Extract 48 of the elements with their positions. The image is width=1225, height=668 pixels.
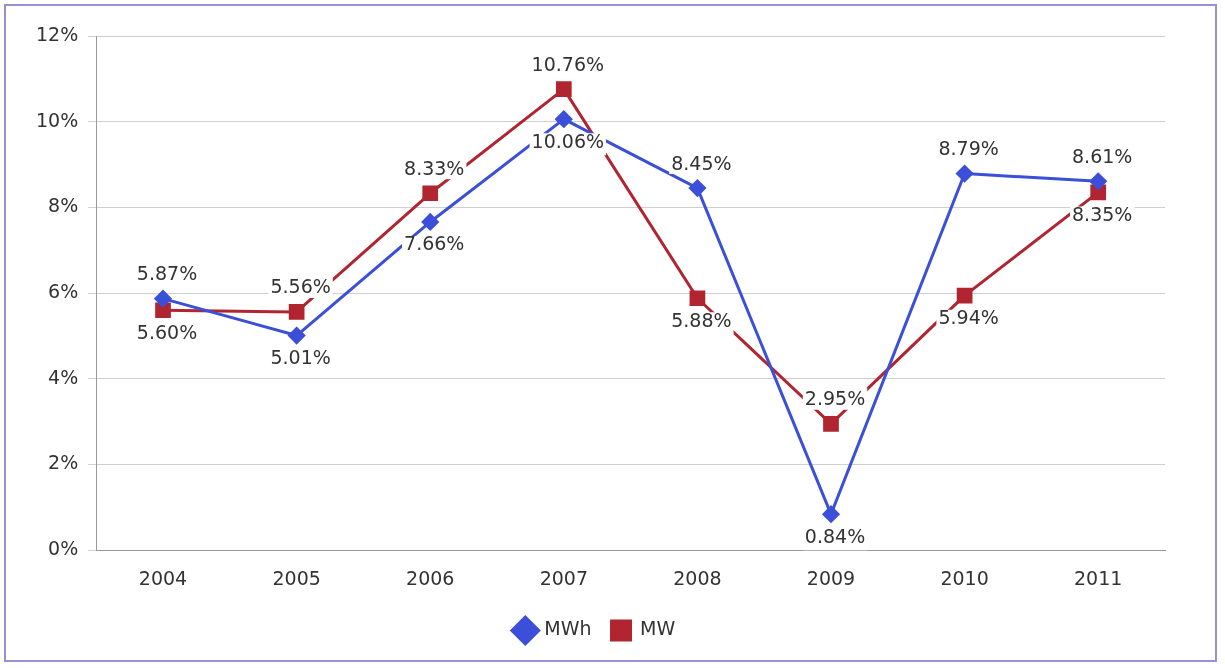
data-label: 8.61%: [1072, 144, 1133, 167]
data-label: 5.94%: [938, 306, 999, 329]
point: [154, 290, 172, 308]
data-label: 10.76%: [531, 52, 605, 75]
y-tick-label: 6%: [48, 280, 79, 303]
data-label: 2.95%: [804, 387, 866, 410]
point: [288, 327, 306, 345]
y-tick-label: 2%: [48, 451, 79, 474]
x-tick-label: 2010: [940, 566, 989, 589]
legend-label: MWh: [544, 617, 592, 640]
data-label: 8.79%: [938, 136, 999, 159]
x-tick-label: 2004: [138, 566, 188, 589]
x-tick-label: 2007: [539, 566, 588, 589]
data-label: 8.45%: [671, 151, 732, 174]
point: [688, 179, 706, 197]
data-label: 5.60%: [136, 320, 198, 343]
point: [421, 213, 439, 231]
data-label: 5.01%: [270, 345, 331, 368]
x-tick-label: 2011: [1074, 566, 1123, 589]
point: [956, 165, 974, 183]
y-tick-label: 12%: [36, 22, 79, 45]
x-tick-label: 2009: [806, 566, 856, 589]
y-tick-label: 8%: [48, 194, 79, 217]
y-tick-label: 10%: [36, 108, 79, 131]
data-label: 10.06%: [531, 129, 605, 152]
data-label: 5.87%: [136, 262, 198, 285]
x-tick-label: 2006: [406, 566, 455, 589]
data-label: 0.84%: [804, 524, 866, 547]
point: [288, 304, 305, 320]
data-label: 5.56%: [270, 275, 331, 298]
data-label: 8.35%: [1072, 202, 1133, 225]
x-tick-label: 2005: [272, 566, 321, 589]
point: [422, 185, 439, 202]
data-label: 7.66%: [404, 232, 465, 255]
point: [155, 302, 171, 319]
x-tick-label: 2008: [673, 566, 722, 589]
point: [1089, 172, 1107, 190]
point: [956, 287, 973, 304]
y-tick-label: 4%: [48, 365, 79, 388]
point: [555, 110, 573, 128]
point: [555, 81, 572, 97]
data-label: 8.33%: [404, 156, 465, 179]
legend-label: MW: [640, 617, 676, 640]
point: [823, 415, 839, 432]
data-label: 5.88%: [671, 308, 732, 331]
y-tick-label: 0%: [48, 537, 79, 560]
point: [689, 290, 706, 307]
point: [822, 505, 840, 523]
